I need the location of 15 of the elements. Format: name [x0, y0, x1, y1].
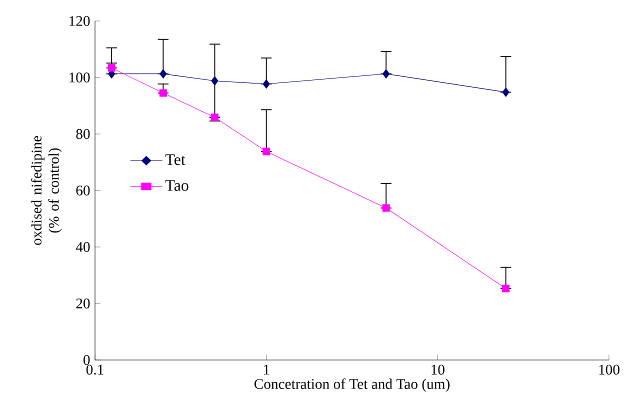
legend-label: Tet — [165, 154, 186, 166]
y-tick-label: 100 — [70, 72, 90, 82]
y-tick-label: 120 — [70, 16, 90, 26]
legend-label: Tao — [165, 180, 188, 191]
x-tick-label: 0.1 — [86, 364, 104, 375]
y-tick-label: 0 — [84, 355, 90, 365]
x-tick-label: 10 — [432, 364, 444, 375]
y-tick-label: 60 — [76, 186, 90, 196]
y-tick-label: 40 — [76, 242, 90, 252]
y-tick-label: 80 — [76, 129, 90, 139]
x-tick-label: 100 — [599, 364, 620, 375]
x-tick-label: 1 — [264, 364, 270, 374]
x-axis-title: Concetration of Tet and Tao (um) — [254, 378, 450, 392]
y-axis-title: oxdised nifedipine (% of control) — [31, 136, 62, 245]
y-tick-label: 20 — [76, 298, 90, 308]
